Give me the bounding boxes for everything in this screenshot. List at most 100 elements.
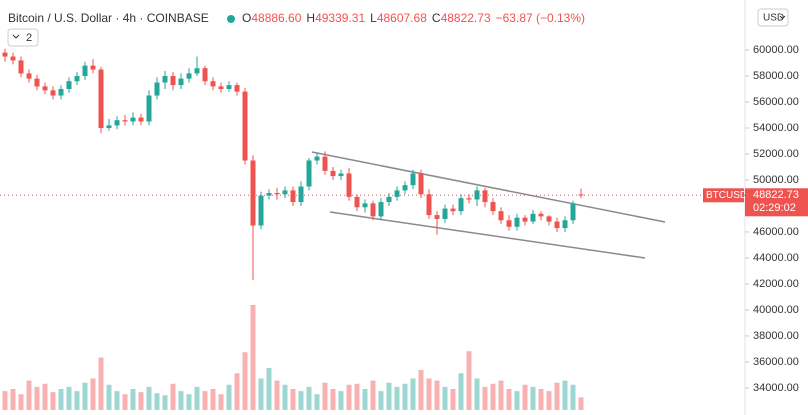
candle-body <box>346 173 352 197</box>
candle-body <box>146 95 152 122</box>
candle-body <box>298 186 304 203</box>
candle-body <box>282 190 288 195</box>
volume-bar <box>154 393 160 410</box>
volume-bar <box>202 391 208 410</box>
candle-body <box>514 217 520 227</box>
symbol-tag-label: BTCUSD <box>706 190 747 201</box>
candle-body <box>394 190 400 197</box>
candle-body <box>42 86 48 91</box>
volume-bar <box>138 392 144 410</box>
ohlc-value: 48822.73 <box>441 11 491 25</box>
candle-body <box>482 190 488 203</box>
trendline-lower <box>329 211 646 259</box>
candle-body <box>186 73 192 79</box>
candle-body <box>234 85 240 92</box>
candle-body <box>362 203 368 208</box>
candle-body <box>258 195 264 226</box>
ohlc-change: −63.87 (−0.13%) <box>496 11 585 25</box>
ohlc-value: 48886.60 <box>251 11 301 25</box>
y-tick-label: 52000.00 <box>753 148 799 160</box>
y-tick-label: 54000.00 <box>753 122 799 134</box>
volume-bar <box>210 389 216 410</box>
volume-bar <box>250 305 256 410</box>
candle-body <box>554 221 560 229</box>
candle-body <box>386 196 392 203</box>
volume-bar <box>162 395 168 410</box>
volume-bar <box>442 386 448 410</box>
chevron <box>779 15 786 20</box>
candle-body <box>426 194 432 216</box>
volume-bar <box>50 392 56 410</box>
y-tick-label: 40000.00 <box>753 304 799 316</box>
volume-bar <box>402 383 408 410</box>
ohlc-key: C <box>432 11 441 25</box>
volume-bar <box>258 378 264 410</box>
ohlc-key: H <box>306 11 315 25</box>
y-tick-label: 44000.00 <box>753 252 799 264</box>
candle-body <box>290 190 296 203</box>
y-tick-label: 60000.00 <box>753 44 799 56</box>
volume-bar <box>498 380 504 410</box>
volume-bar <box>306 386 312 410</box>
volume-bar <box>346 384 352 410</box>
volume-bar <box>282 384 288 410</box>
candle-body <box>370 203 376 217</box>
volume-bar <box>362 389 368 410</box>
indicator-toggle[interactable] <box>7 28 39 47</box>
candle-body <box>306 160 312 187</box>
y-tick-label: 50000.00 <box>753 174 799 186</box>
candle-body <box>34 78 40 87</box>
currency-button[interactable] <box>757 8 789 27</box>
volume-bar <box>522 384 528 410</box>
candle-body <box>10 56 16 61</box>
y-tick-label: 56000.00 <box>753 96 799 108</box>
volume-bar <box>114 391 120 410</box>
candle-body <box>130 117 136 122</box>
y-tick-label: 38000.00 <box>753 330 799 342</box>
volume-bar <box>274 380 280 410</box>
candle-body <box>506 220 512 227</box>
symbol-tag <box>703 188 744 203</box>
candle-body <box>466 198 472 200</box>
chart-title: Bitcoin / U.S. Dollar · 4h · COINBASE <box>8 11 209 25</box>
candle-body <box>226 85 232 90</box>
volume-bar <box>186 394 192 410</box>
volume-bar <box>34 386 40 410</box>
volume-bar <box>506 389 512 410</box>
price-tag <box>745 188 808 217</box>
ohlc-key: O <box>242 11 251 25</box>
volume-bar <box>410 378 416 410</box>
volume-bar <box>90 378 96 410</box>
y-tick-label: 46000.00 <box>753 226 799 238</box>
candle-body <box>338 173 344 177</box>
volume-bar <box>418 370 424 410</box>
volume-bar <box>226 384 232 410</box>
volume-bar <box>378 391 384 410</box>
candle-body <box>170 76 176 86</box>
candle-body <box>162 76 168 83</box>
ohlc-value: 48607.68 <box>377 11 427 25</box>
candle-body <box>530 213 536 222</box>
volume-bar <box>322 382 328 410</box>
candle-body <box>546 216 552 222</box>
volume-bar <box>314 394 320 410</box>
indicator-count: 2 <box>26 32 32 44</box>
candle-body <box>154 82 160 96</box>
y-tick-label: 34000.00 <box>753 382 799 394</box>
volume-bar <box>426 378 432 410</box>
currency-label: USD <box>763 13 784 24</box>
volume-bar <box>354 383 360 410</box>
ohlc-readout: O48886.60 H49339.31 L48607.68 C48822.73 −63.… <box>242 11 585 25</box>
volume-bar <box>482 386 488 410</box>
volume-bar <box>122 394 128 410</box>
candle-body <box>74 76 80 82</box>
ohlc-key: L <box>370 11 377 25</box>
volume-bar <box>178 391 184 410</box>
candle-body <box>378 202 384 217</box>
candle-body <box>266 192 272 196</box>
candle-body <box>250 160 256 226</box>
candle-body <box>242 91 248 161</box>
